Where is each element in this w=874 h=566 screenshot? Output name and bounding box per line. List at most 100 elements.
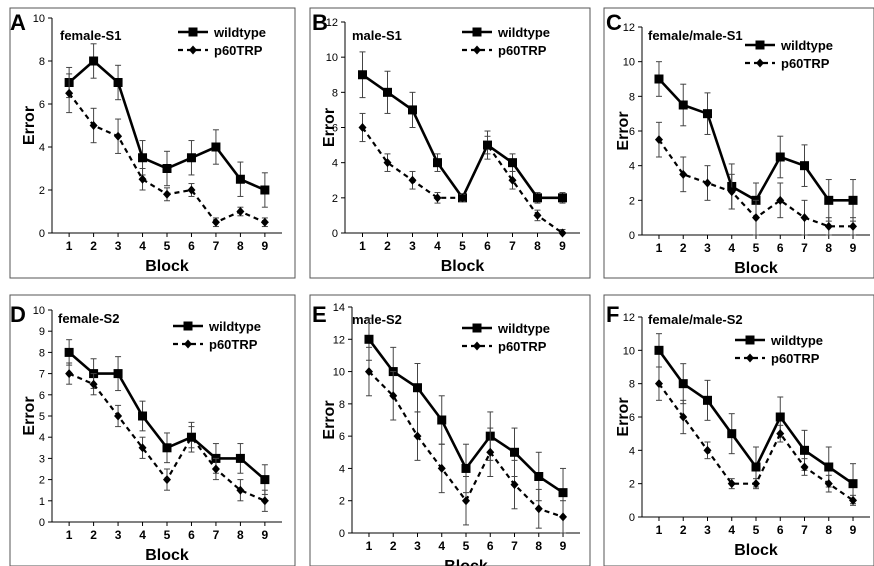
y-tick-label: 2: [629, 479, 635, 491]
y-axis-title: Error: [21, 106, 38, 145]
legend-item: p60TRP: [462, 339, 547, 354]
panel-e: 02468101214123456789BlockErrorEmale-S2wi…: [309, 294, 591, 566]
data-point: [702, 109, 712, 119]
x-axis-title: Block: [444, 558, 488, 566]
y-axis-title: Error: [321, 108, 338, 147]
y-tick-label: 6: [339, 431, 345, 443]
panel-letter: E: [312, 302, 327, 327]
y-tick-label: 6: [332, 123, 338, 135]
y-tick-label: 4: [629, 445, 635, 457]
legend-label: wildtype: [770, 333, 823, 348]
y-tick-label: 6: [39, 99, 45, 111]
data-point: [113, 78, 123, 87]
data-point: [848, 479, 858, 489]
data-point: [508, 175, 517, 185]
x-tick-label: 1: [656, 523, 663, 537]
data-point: [824, 195, 834, 205]
x-tick-label: 2: [384, 239, 391, 253]
panel-title: male-S2: [352, 312, 402, 327]
data-point: [65, 369, 74, 379]
data-point: [162, 443, 172, 453]
panel-frame: [309, 7, 591, 279]
legend-marker: [746, 353, 754, 363]
x-tick-label: 5: [753, 241, 760, 255]
y-tick-label: 4: [39, 432, 45, 444]
series-wildtype: [654, 61, 858, 222]
data-point: [534, 504, 543, 514]
legend-marker: [473, 45, 481, 55]
data-point: [849, 221, 858, 231]
data-point: [824, 462, 834, 472]
y-tick-label: 4: [39, 142, 45, 154]
y-tick-label: 2: [332, 193, 338, 205]
x-tick-label: 9: [850, 523, 857, 537]
data-point: [776, 195, 785, 205]
data-point: [64, 347, 74, 357]
y-tick-label: 10: [33, 305, 45, 317]
data-point: [235, 174, 245, 184]
y-tick-label: 2: [39, 475, 45, 487]
data-point: [679, 412, 688, 422]
legend-item: p60TRP: [178, 43, 263, 58]
y-tick-label: 2: [339, 496, 345, 508]
y-tick-label: 0: [39, 517, 45, 529]
series-wildtype: [358, 51, 567, 204]
data-point: [433, 158, 442, 168]
data-point: [533, 193, 542, 203]
legend-item: wildtype: [462, 321, 550, 336]
data-point: [138, 174, 147, 184]
data-point: [211, 142, 221, 152]
data-point: [678, 379, 688, 389]
x-tick-label: 3: [115, 239, 122, 253]
panel-letter: F: [606, 302, 619, 327]
data-point: [413, 431, 422, 441]
legend-marker: [756, 58, 764, 68]
data-point: [559, 512, 568, 522]
data-point: [89, 379, 98, 389]
data-point: [162, 164, 172, 173]
data-point: [187, 432, 196, 442]
data-point: [654, 135, 663, 145]
x-tick-label: 4: [139, 528, 146, 542]
x-tick-label: 7: [801, 523, 808, 537]
x-tick-label: 2: [90, 528, 97, 542]
x-tick-label: 8: [237, 239, 244, 253]
data-point: [65, 88, 74, 98]
series-p60trp: [654, 366, 858, 506]
x-tick-label: 4: [728, 523, 735, 537]
legend-marker: [189, 45, 197, 55]
legend-label: p60TRP: [209, 337, 258, 352]
y-tick-label: 0: [39, 228, 45, 240]
legend-label: p60TRP: [498, 339, 547, 354]
y-tick-label: 10: [326, 52, 338, 64]
x-tick-label: 1: [66, 528, 73, 542]
data-point: [437, 463, 446, 473]
legend-item: wildtype: [178, 25, 266, 40]
data-point: [678, 100, 688, 110]
legend-label: p60TRP: [781, 56, 830, 71]
x-tick-label: 6: [777, 523, 784, 537]
x-tick-label: 3: [409, 239, 416, 253]
x-tick-label: 6: [777, 241, 784, 255]
data-point: [186, 153, 196, 163]
data-point: [163, 475, 171, 485]
x-tick-label: 2: [90, 239, 97, 253]
data-point: [260, 496, 269, 506]
data-point: [510, 480, 519, 490]
x-tick-label: 3: [704, 523, 711, 537]
x-tick-label: 3: [115, 528, 122, 542]
y-tick-label: 10: [33, 13, 45, 25]
legend-marker: [188, 27, 198, 37]
y-tick-label: 8: [339, 399, 345, 411]
x-tick-label: 3: [414, 539, 421, 553]
data-point: [848, 195, 858, 205]
data-point: [654, 379, 663, 389]
data-point: [800, 462, 809, 472]
data-point: [358, 123, 367, 132]
legend-marker: [473, 341, 481, 351]
y-tick-label: 12: [333, 334, 345, 346]
data-point: [235, 453, 245, 463]
